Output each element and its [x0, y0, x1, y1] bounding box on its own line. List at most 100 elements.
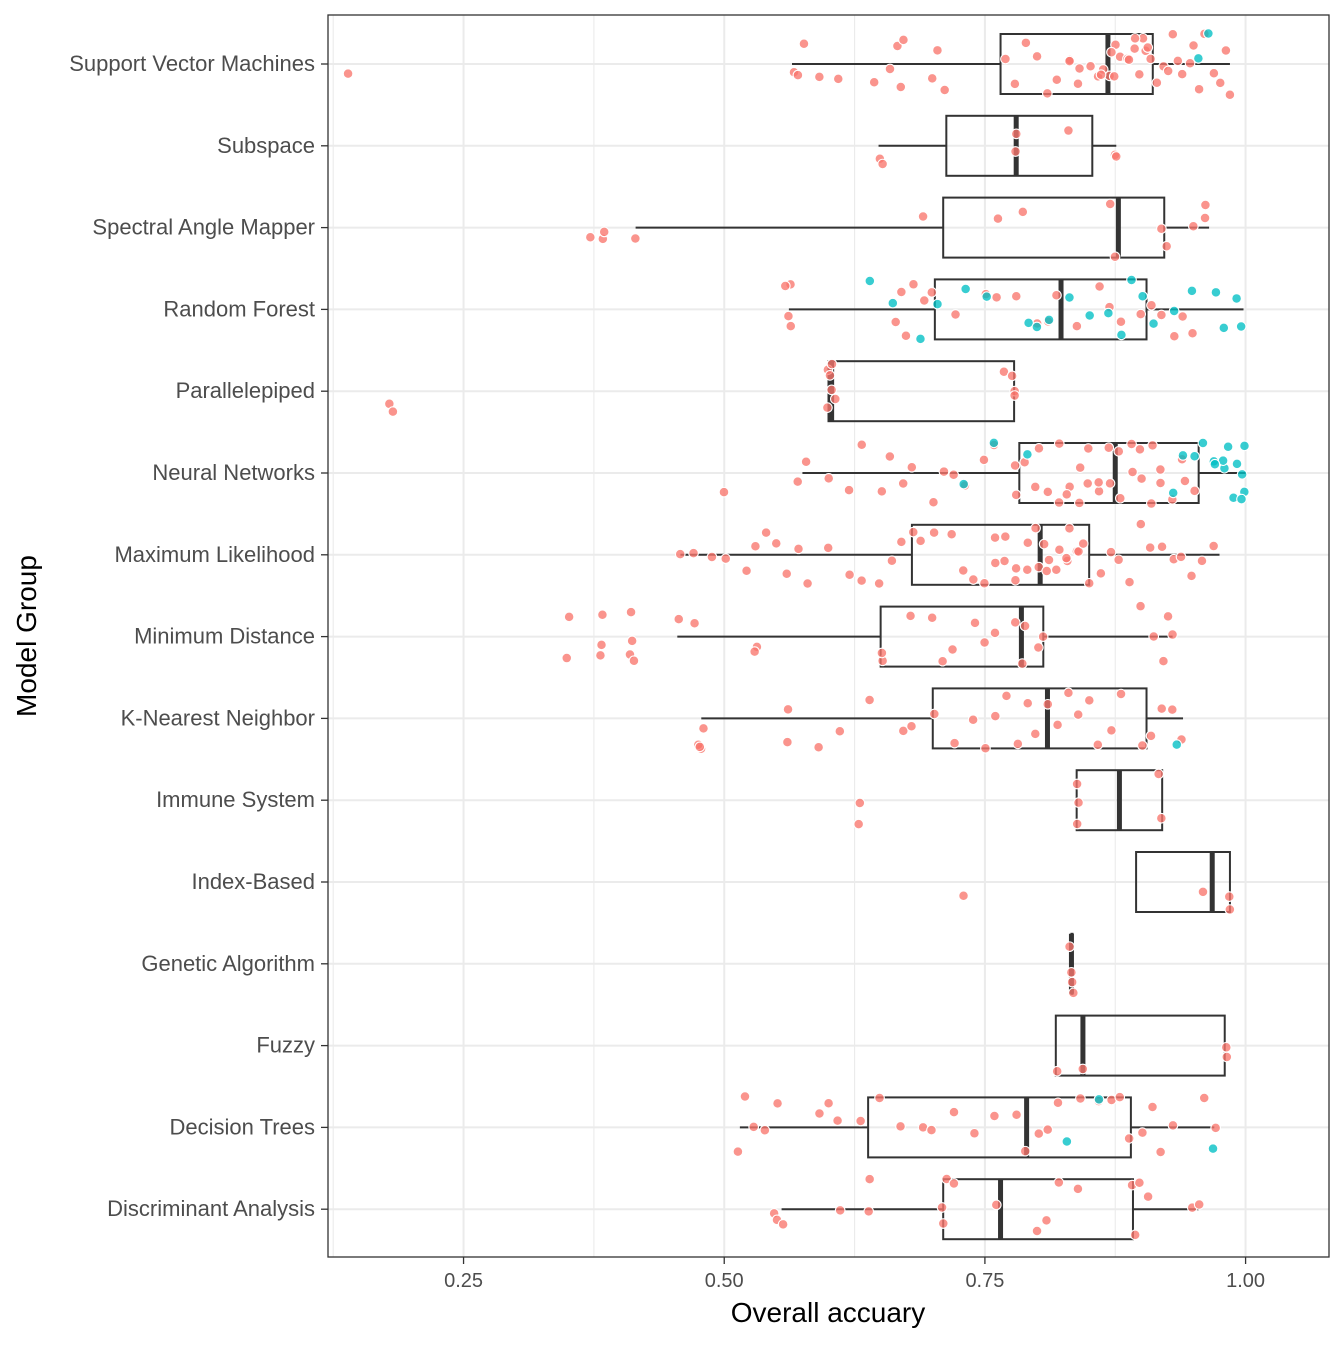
- data-point: [1158, 655, 1169, 667]
- data-point: [1135, 600, 1146, 612]
- data-point-alt: [1023, 317, 1034, 329]
- data-point: [938, 466, 950, 477]
- data-point: [1072, 78, 1084, 90]
- data-point: [843, 484, 855, 496]
- data-point: [720, 553, 732, 565]
- data-point: [926, 612, 938, 624]
- data-point: [967, 574, 979, 585]
- data-point: [947, 644, 958, 655]
- y-tick-label: Genetic Algorithm: [141, 951, 315, 976]
- data-point-alt: [1168, 305, 1180, 317]
- data-point: [1029, 481, 1041, 493]
- data-point: [694, 741, 706, 753]
- data-point-alt: [1210, 286, 1222, 298]
- data-point: [781, 568, 793, 580]
- y-tick-label: Maximum Likelihood: [114, 542, 315, 567]
- data-point: [991, 291, 1002, 303]
- data-point-alt: [932, 298, 943, 310]
- data-point: [772, 1097, 783, 1109]
- data-point: [1106, 724, 1117, 736]
- data-point: [1010, 489, 1022, 501]
- data-point: [1127, 466, 1138, 478]
- data-point: [928, 708, 940, 720]
- data-point: [918, 295, 930, 306]
- data-point: [1104, 198, 1116, 210]
- data-point: [876, 486, 888, 497]
- data-point: [1083, 695, 1095, 706]
- data-point-alt: [1116, 329, 1127, 341]
- data-point: [1095, 568, 1107, 579]
- data-point: [595, 650, 606, 661]
- data-point-alt: [1235, 321, 1247, 332]
- data-point: [1071, 778, 1083, 790]
- data-point: [561, 652, 573, 664]
- data-point: [989, 710, 1001, 722]
- data-point: [1042, 1124, 1054, 1135]
- data-point: [1175, 551, 1187, 563]
- data-point-alt: [1236, 493, 1247, 505]
- data-point: [853, 818, 865, 830]
- data-point: [1186, 570, 1197, 582]
- data-point: [1074, 63, 1085, 74]
- data-point: [1115, 688, 1127, 700]
- data-point: [1075, 1093, 1086, 1104]
- data-point: [1114, 492, 1126, 504]
- data-point: [1155, 477, 1166, 489]
- data-point: [854, 797, 866, 809]
- box-iqr: [933, 278, 1148, 341]
- box-iqr: [867, 1096, 1132, 1159]
- data-point-alt: [1218, 322, 1230, 334]
- data-point: [1129, 1229, 1141, 1241]
- data-point: [342, 68, 354, 79]
- data-point: [1043, 554, 1055, 566]
- data-point-alt: [1231, 458, 1243, 470]
- data-point: [630, 233, 641, 244]
- data-point: [1156, 541, 1168, 553]
- data-point: [948, 1178, 960, 1189]
- data-point: [856, 439, 868, 451]
- data-point: [739, 1091, 751, 1102]
- data-point: [1053, 497, 1065, 508]
- data-point: [967, 714, 979, 726]
- data-point-alt: [1231, 293, 1242, 304]
- data-point: [1208, 540, 1220, 552]
- data-point: [706, 551, 718, 563]
- data-point: [890, 316, 902, 328]
- data-point: [834, 725, 846, 737]
- data-point-alt: [1222, 441, 1234, 453]
- data-point: [782, 704, 794, 715]
- data-point-alt: [981, 291, 993, 303]
- data-point: [1123, 1133, 1135, 1144]
- x-tick-label: 0.50: [705, 1270, 744, 1292]
- data-point: [783, 310, 794, 322]
- data-point: [802, 578, 813, 589]
- data-point-alt: [1239, 440, 1250, 452]
- data-point: [990, 1199, 1002, 1211]
- data-point: [1115, 316, 1127, 328]
- data-point: [1022, 537, 1034, 549]
- data-point: [1156, 703, 1168, 715]
- data-point: [814, 1108, 825, 1119]
- data-point: [1085, 60, 1096, 72]
- y-tick-label: Random Forest: [163, 296, 315, 321]
- data-point: [1041, 1215, 1052, 1226]
- data-point: [1033, 1128, 1045, 1139]
- data-point-alt: [1189, 450, 1200, 462]
- data-point: [928, 496, 939, 508]
- data-point: [826, 384, 837, 396]
- data-point: [626, 635, 638, 647]
- data-point: [980, 742, 991, 754]
- data-point: [895, 81, 907, 93]
- data-point: [906, 720, 917, 732]
- data-point: [897, 725, 909, 737]
- data-point: [1022, 697, 1034, 709]
- data-point: [598, 226, 610, 238]
- data-point-alt: [1177, 450, 1189, 461]
- data-point: [989, 532, 1001, 543]
- data-point: [979, 577, 990, 589]
- data-point: [1052, 1097, 1064, 1109]
- data-point: [748, 1121, 760, 1133]
- data-point: [989, 627, 1001, 639]
- data-point: [1106, 46, 1117, 58]
